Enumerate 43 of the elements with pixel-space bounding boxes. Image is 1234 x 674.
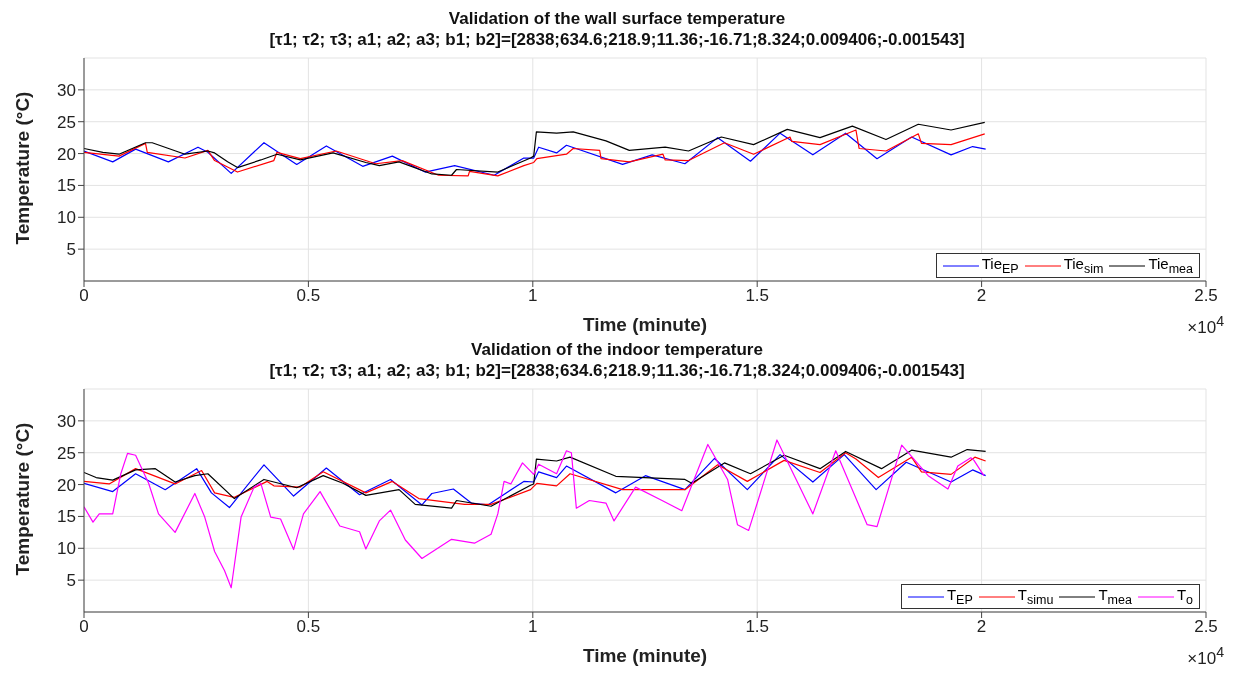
line-series xyxy=(84,121,986,176)
x-tick-label: 2 xyxy=(976,617,987,637)
text: ×10$^{4}$ xyxy=(1187,313,1224,337)
x-tick-label: 0 xyxy=(79,617,89,637)
x-tick-label: 1.5 xyxy=(745,617,770,637)
y-tick-label: 20 xyxy=(57,144,76,164)
legend-label: T$_{EP}$ xyxy=(946,586,973,607)
legend-label: Tie$_{sim}$ xyxy=(1063,255,1104,276)
legend-label: T$_{mea}$ xyxy=(1098,586,1132,607)
y-tick-label: 20 xyxy=(57,475,76,495)
y-tick-label: 15 xyxy=(57,507,76,527)
x-tick-label: 0 xyxy=(79,286,89,306)
x-tick-label: 2.5 xyxy=(1194,286,1218,306)
y-tick-label: 10 xyxy=(57,208,76,228)
x-tick-label: 0.5 xyxy=(296,617,321,637)
y-tick-label: 30 xyxy=(57,411,76,431)
y-tick-label: 10 xyxy=(57,539,76,559)
chart-title: Validation of the wall surface temperature xyxy=(448,9,786,28)
x-tick-label: 0.5 xyxy=(296,286,321,306)
y-tick-label: 25 xyxy=(57,443,76,463)
x-axis-title: Time (minute) xyxy=(582,314,708,335)
line-series xyxy=(84,439,985,589)
legend-label: Tie$_{mea}$ xyxy=(1148,255,1193,276)
chart-subtitle: [τ1; τ2; τ3; a1; a2; a3; b1; b2]=[2838;634.6;218.9;11.36;-16.71;8.324;0.009406;-0.001543] xyxy=(269,30,965,49)
y-tick-label: 30 xyxy=(57,80,76,100)
x-axis-title: Time (minute) xyxy=(582,645,708,666)
y-tick-label: 5 xyxy=(66,240,76,260)
y-axis-title: Temperature (°C) xyxy=(11,91,33,245)
x-tick-label: 2 xyxy=(976,286,987,306)
x-tick-label: 1 xyxy=(528,617,538,637)
chart-subtitle: [τ1; τ2; τ3; a1; a2; a3; b1; b2]=[2838;634.6;218.9;11.36;-16.71;8.324;0.009406;-0.001543] xyxy=(269,361,965,380)
legend-label: Tie$_{EP}$ xyxy=(981,255,1019,276)
y-tick-label: 25 xyxy=(57,112,76,132)
legend-label: T$_{o}$ xyxy=(1176,586,1193,607)
y-tick-label: 15 xyxy=(57,176,76,196)
x-tick-label: 2.5 xyxy=(1194,617,1218,637)
y-tick-label: 5 xyxy=(66,571,76,591)
legend-label: T$_{simu}$ xyxy=(1017,586,1054,607)
text: ×10$^{4}$ xyxy=(1187,644,1224,668)
chart-title: Validation of the indoor temperature xyxy=(471,340,763,359)
x-tick-label: 1.5 xyxy=(745,286,770,306)
x-tick-label: 1 xyxy=(528,286,538,306)
y-axis-title: Temperature (°C) xyxy=(11,422,33,576)
